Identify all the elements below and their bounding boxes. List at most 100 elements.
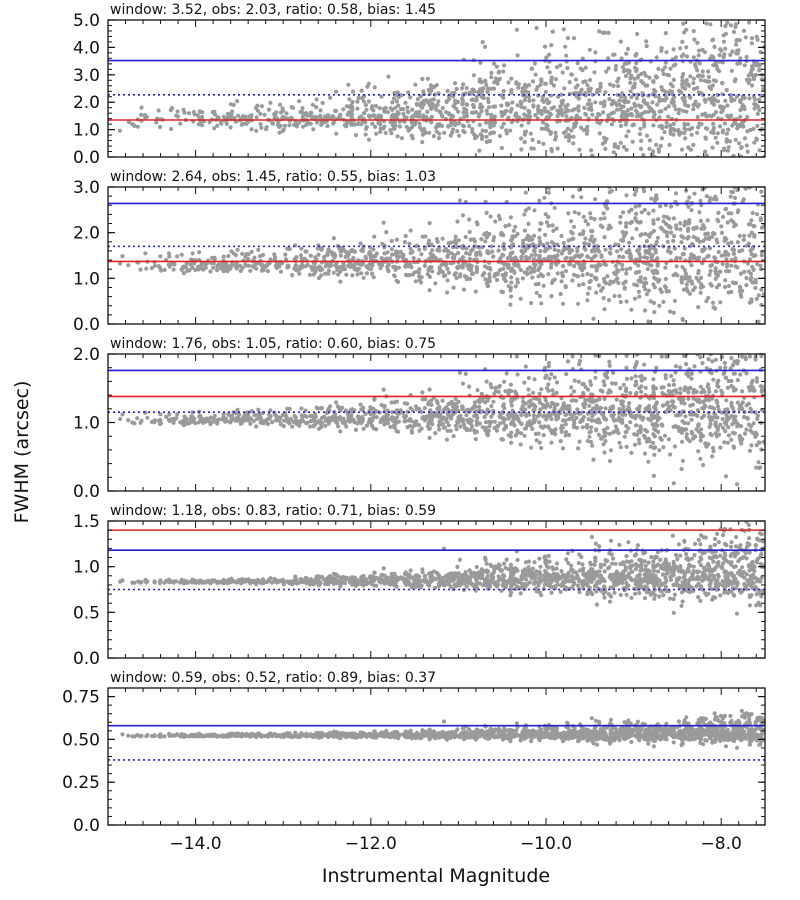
data-point [675, 273, 680, 278]
data-point [729, 240, 734, 245]
data-point [736, 158, 740, 162]
data-point [713, 194, 718, 199]
data-point [587, 47, 592, 52]
data-point [667, 142, 672, 147]
data-point [724, 131, 730, 136]
data-point [552, 205, 557, 210]
data-point [599, 436, 604, 441]
data-point [179, 252, 184, 257]
data-point [750, 246, 755, 251]
data-point [755, 332, 759, 336]
data-point [429, 88, 434, 93]
data-point [689, 263, 694, 268]
data-point [728, 2, 732, 6]
data-point [621, 234, 627, 239]
data-point [143, 251, 148, 256]
data-point [530, 79, 536, 84]
data-point [697, 73, 702, 78]
data-point [478, 105, 483, 110]
data-point [373, 254, 378, 259]
data-point [720, 261, 725, 267]
data-point [731, 29, 737, 34]
data-point [506, 80, 511, 85]
data-point [577, 187, 582, 192]
data-point [452, 272, 457, 277]
data-point [259, 104, 264, 109]
data-point [671, 127, 676, 132]
data-point [484, 108, 489, 113]
data-point [221, 114, 226, 119]
data-point [754, 465, 759, 470]
data-point [537, 412, 542, 417]
data-point [408, 406, 413, 411]
data-point [403, 233, 408, 239]
data-point [430, 269, 435, 274]
data-point [474, 409, 479, 414]
data-point [464, 274, 469, 280]
data-point [370, 121, 375, 126]
data-point [735, 359, 741, 364]
data-point [409, 265, 414, 270]
data-point [747, 344, 751, 348]
data-point [531, 98, 536, 103]
data-point [158, 268, 164, 273]
data-point [549, 430, 555, 436]
data-point [390, 410, 395, 415]
data-point [478, 252, 483, 257]
data-point [592, 275, 598, 280]
data-point [695, 130, 700, 135]
data-point [651, 149, 656, 154]
data-point [547, 376, 552, 381]
data-point [684, 273, 689, 278]
data-point [585, 438, 590, 444]
data-point [671, 399, 676, 404]
data-point [510, 242, 516, 247]
data-point [395, 134, 400, 139]
data-point [429, 106, 434, 111]
data-point [366, 99, 371, 104]
data-point [505, 103, 510, 108]
data-point [664, 289, 669, 294]
data-point [738, 173, 742, 177]
data-point [618, 214, 623, 219]
data-point [598, 84, 603, 90]
data-point [757, 97, 762, 102]
data-point [668, 452, 673, 457]
data-point [682, 30, 687, 35]
data-point [563, 422, 569, 427]
data-point [350, 273, 355, 278]
data-point [346, 82, 351, 87]
data-point [700, 47, 705, 53]
data-point [661, 214, 667, 219]
data-point [265, 269, 270, 274]
data-point [559, 233, 564, 239]
data-point [541, 99, 546, 104]
data-point [434, 413, 439, 418]
data-point [313, 269, 318, 274]
data-point [547, 111, 553, 116]
data-point [735, 187, 740, 192]
data-point [174, 113, 179, 118]
data-point [390, 113, 395, 118]
data-point [684, 362, 689, 367]
data-point [674, 413, 679, 418]
data-point [603, 372, 609, 377]
data-point [729, 189, 734, 194]
data-point [628, 254, 634, 259]
data-point [589, 439, 594, 445]
data-point [671, 238, 676, 243]
data-point [720, 425, 726, 430]
data-point [698, 343, 702, 347]
data-point [541, 433, 546, 438]
data-point [609, 111, 614, 116]
data-point [448, 133, 453, 138]
data-point [460, 419, 465, 424]
data-point [585, 291, 590, 296]
data-point [665, 239, 670, 244]
data-point [420, 76, 425, 82]
data-point [347, 120, 352, 125]
data-point [221, 269, 226, 274]
data-point [634, 413, 640, 418]
data-point [586, 89, 591, 94]
